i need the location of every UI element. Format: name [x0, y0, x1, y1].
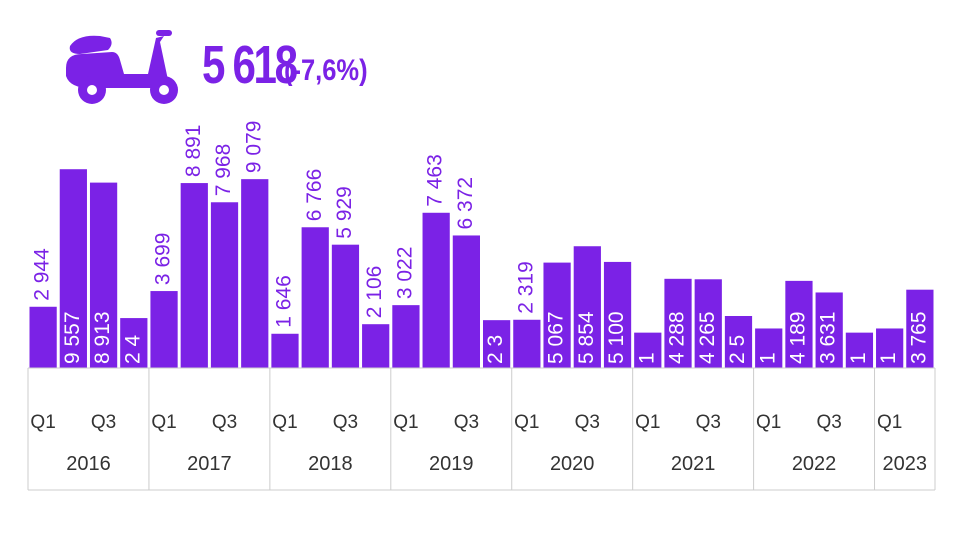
- bar: [422, 212, 450, 368]
- bar: [120, 318, 148, 368]
- data-label: 1: [877, 352, 900, 364]
- bar: [573, 246, 601, 368]
- year-label: 2021: [671, 453, 716, 475]
- data-label: 4 265: [696, 311, 719, 364]
- quarter-tick-label: Q3: [91, 412, 116, 433]
- headline-value: 5 618: [202, 35, 298, 95]
- data-label: 1: [635, 352, 658, 364]
- headline-change: (-7,6%): [284, 54, 368, 87]
- bar: [876, 328, 904, 368]
- quarter-tick-label: Q1: [393, 412, 418, 433]
- quarter-tick-label: Q1: [877, 412, 902, 433]
- data-label: 1: [847, 352, 870, 364]
- data-label: 7 968: [212, 144, 235, 197]
- bar: [362, 324, 390, 368]
- data-label: 6 766: [303, 169, 326, 222]
- data-label: 2 944: [31, 248, 54, 301]
- data-label: 4 189: [786, 311, 809, 364]
- bar: [29, 306, 57, 368]
- data-label: 8 891: [182, 125, 205, 178]
- bar: [331, 244, 360, 368]
- data-label: 5 100: [605, 311, 628, 364]
- data-label: 9 079: [242, 121, 265, 174]
- bar: [180, 183, 208, 368]
- year-label: 2019: [429, 453, 474, 475]
- bar: [271, 333, 299, 368]
- scooter-icon: [66, 30, 178, 104]
- year-label: 2023: [883, 453, 928, 475]
- quarter-tick-label: Q3: [575, 412, 600, 433]
- data-label: 3 631: [817, 311, 840, 364]
- data-label: 2 4: [121, 334, 144, 364]
- bar: [513, 319, 541, 368]
- data-label: 5 929: [333, 186, 356, 239]
- bar: [785, 280, 813, 368]
- data-label: 3 022: [393, 247, 416, 300]
- bar: [543, 262, 571, 368]
- quarter-tick-label: Q1: [635, 412, 660, 433]
- bar: [603, 261, 632, 368]
- bar: [755, 328, 783, 368]
- data-label: 8 913: [91, 311, 114, 364]
- year-label: 2020: [550, 453, 595, 475]
- bar: [664, 278, 692, 368]
- bar: [210, 202, 239, 368]
- data-label: 2 3: [484, 335, 507, 364]
- quarter-tick-label: Q1: [514, 412, 539, 433]
- quarter-tick-label: Q1: [151, 412, 176, 433]
- bar: [59, 169, 87, 368]
- bar: [150, 291, 178, 368]
- bar: [89, 182, 118, 368]
- quarter-tick-label: Q3: [333, 412, 358, 433]
- value-labels-group: 2 944 9 557 8 913 2 4 3 699 8 891 7 968 9 079 1 …: [31, 121, 931, 364]
- data-label: 3 765: [907, 311, 930, 364]
- quarter-tick-label: Q3: [454, 412, 479, 433]
- quarter-tick-label: Q3: [817, 412, 842, 433]
- data-label: 6 372: [454, 177, 477, 230]
- year-label: 2022: [792, 453, 837, 475]
- bar: [392, 305, 420, 368]
- quarter-tick-label: Q1: [756, 412, 781, 433]
- bar: [452, 235, 480, 368]
- data-label: 9 557: [61, 311, 84, 364]
- quarter-tick-label: Q3: [696, 412, 721, 433]
- data-label: 3 699: [152, 232, 175, 285]
- bar: [815, 292, 843, 368]
- year-label: 2018: [308, 453, 353, 475]
- data-label: 1 646: [273, 275, 296, 328]
- bar: [301, 227, 329, 368]
- data-label: 2 319: [514, 261, 537, 314]
- bars-group: [29, 169, 934, 368]
- data-label: 5 067: [545, 311, 568, 364]
- bar: [634, 332, 662, 368]
- year-label: 2016: [66, 453, 111, 475]
- headline: 5 618 (-7,6%): [60, 20, 383, 110]
- data-label: 7 463: [424, 154, 447, 207]
- bar: [483, 320, 511, 368]
- data-label: 5 854: [575, 311, 598, 364]
- bar: [724, 316, 753, 368]
- year-label: 2017: [187, 453, 232, 475]
- data-label: 2 5: [726, 335, 749, 364]
- bar: [845, 332, 874, 368]
- bar: [694, 279, 722, 368]
- data-label: 1: [756, 352, 779, 364]
- quarter-tick-label: Q1: [272, 412, 297, 433]
- data-label: 4 288: [666, 311, 689, 364]
- data-label: 2 106: [363, 266, 386, 319]
- quarter-tick-label: Q1: [30, 412, 55, 433]
- x-axis: 2016 2017 2018 2019 2020 2021 2022 2023 Q1 Q3 Q1 Q3…: [27, 367, 936, 491]
- bar: [241, 179, 269, 368]
- bar: [906, 289, 934, 368]
- quarter-tick-label: Q3: [212, 412, 237, 433]
